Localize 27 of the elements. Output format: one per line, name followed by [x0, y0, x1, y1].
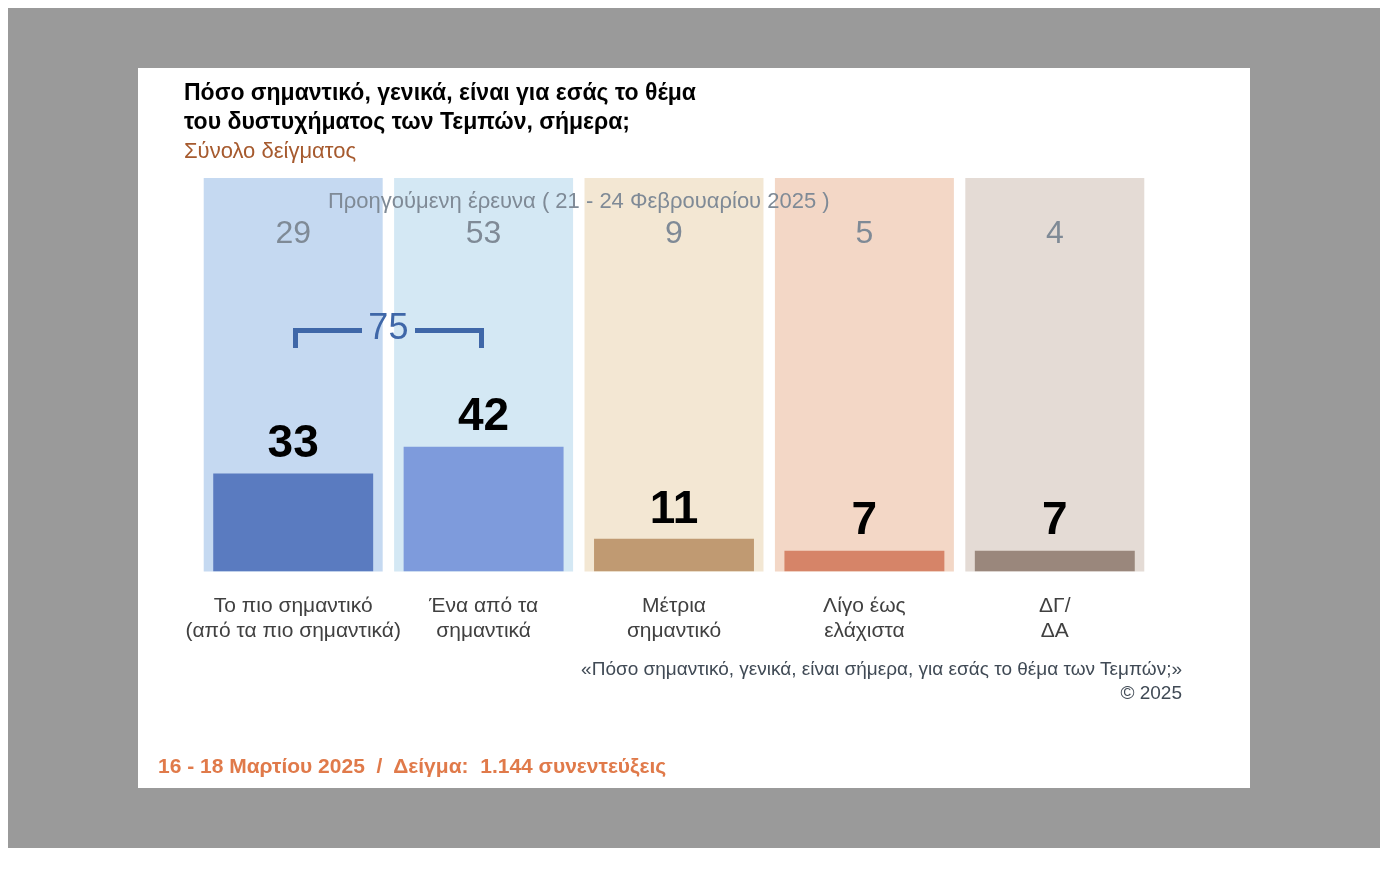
bar — [403, 446, 564, 572]
text: 75 — [367, 306, 410, 348]
band-label: 29 — [275, 213, 311, 250]
bar — [213, 473, 374, 572]
text: Προηγούμενη έρευνα ( 21 - 24 Φεβρουαρίου 2025 ) — [327, 188, 830, 214]
text: «Πόσο σημαντικό, γενικά, είναι σήμερα, για εσάς το θέμα των Τεμπών;» — [580, 658, 1182, 680]
data-label: 33 — [267, 415, 319, 468]
chart-subtitle: Σύνολο δείγματος — [184, 138, 357, 164]
text: © 2025 — [1119, 682, 1182, 704]
band-label: 4 — [1045, 213, 1064, 250]
text: 16 - 18 Μαρτίου 2025 / Δείγμα: 1.144 συνεντεύξεις — [158, 754, 668, 778]
x-tick-label: Μέτρια σημαντικό — [626, 593, 722, 642]
bar — [594, 538, 754, 572]
bar — [974, 550, 1135, 572]
data-label: 7 — [851, 492, 878, 545]
data-label: 7 — [1042, 492, 1068, 545]
band-label: 53 — [465, 213, 502, 250]
band-label: 9 — [665, 213, 683, 250]
x-tick-label: Λίγο έως ελάχιστα — [823, 593, 906, 642]
x-tick-label: Το πιο σημαντικό (από τα πιο σημαντικά) — [185, 593, 401, 642]
chart-title: Πόσο σημαντικό, γενικά, είναι για εσάς το θέμα του δυστυχήματος των Τεμπών, σήμερα; — [184, 78, 697, 136]
data-label: 42 — [458, 388, 510, 441]
band-label: 5 — [855, 213, 874, 250]
x-tick-label: Ένα από τα σημαντικά — [427, 593, 539, 642]
x-tick-label: ΔΓ/ ΔΑ — [1039, 593, 1071, 642]
data-label: 11 — [649, 480, 699, 533]
bar — [784, 550, 945, 572]
